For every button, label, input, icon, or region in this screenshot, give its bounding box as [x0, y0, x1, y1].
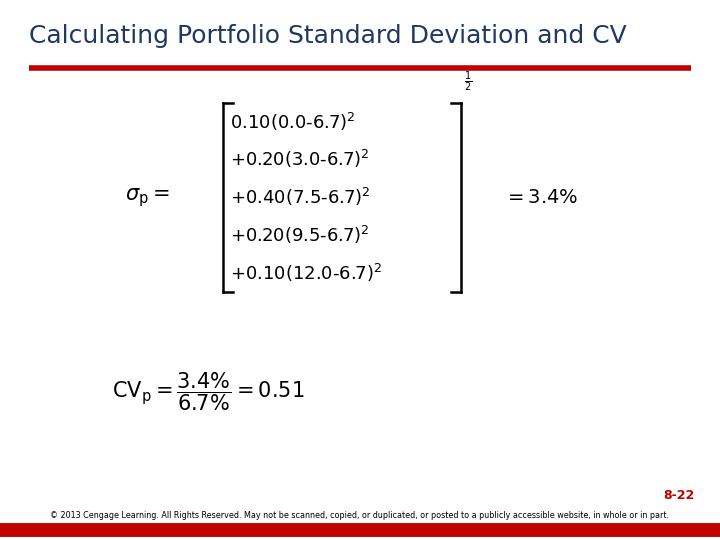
Text: $=3.4\%$: $=3.4\%$ [504, 187, 578, 207]
Text: $+0.20(3.0\text{-}6.7)^2$: $+0.20(3.0\text{-}6.7)^2$ [230, 148, 370, 170]
Text: $\mathregular{\frac{1}{2}}$: $\mathregular{\frac{1}{2}}$ [464, 70, 472, 94]
Text: 8-22: 8-22 [664, 489, 695, 502]
Text: Calculating Portfolio Standard Deviation and CV: Calculating Portfolio Standard Deviation… [29, 24, 626, 48]
Text: $0.10(0.0\text{-}6.7)^2$: $0.10(0.0\text{-}6.7)^2$ [230, 111, 356, 132]
Text: $+0.10(12.0\text{-}6.7)^2$: $+0.10(12.0\text{-}6.7)^2$ [230, 262, 382, 284]
Text: $+0.20(9.5\text{-}6.7)^2$: $+0.20(9.5\text{-}6.7)^2$ [230, 224, 370, 246]
Text: $\sigma_{\mathrm{p}}=$: $\sigma_{\mathrm{p}}=$ [125, 186, 169, 208]
Text: $\mathrm{CV}_{\mathrm{p}}=\dfrac{3.4\%}{6.7\%}=0.51$: $\mathrm{CV}_{\mathrm{p}}=\dfrac{3.4\%}{… [112, 370, 304, 413]
Text: © 2013 Cengage Learning. All Rights Reserved. May not be scanned, copied, or dup: © 2013 Cengage Learning. All Rights Rese… [50, 511, 670, 520]
Text: $+0.40(7.5\text{-}6.7)^2$: $+0.40(7.5\text{-}6.7)^2$ [230, 186, 371, 208]
